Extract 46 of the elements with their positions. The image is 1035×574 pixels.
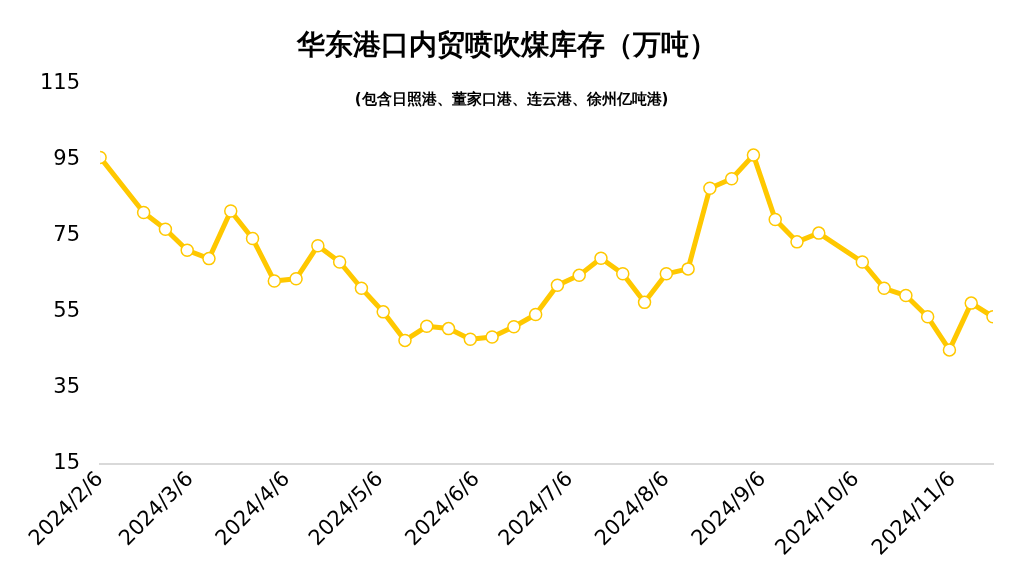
point	[158, 222, 173, 237]
point	[354, 281, 369, 296]
point	[572, 268, 586, 283]
point	[507, 319, 521, 334]
point	[703, 181, 717, 195]
y-tick-label: 95	[53, 146, 81, 171]
point	[420, 319, 434, 334]
point	[224, 204, 238, 218]
point	[877, 281, 891, 296]
point	[942, 343, 957, 357]
point	[746, 148, 761, 162]
chart-title: 华东港口内贸喷吹煤库存（万吨）	[295, 28, 717, 62]
point	[180, 243, 194, 257]
point	[855, 255, 870, 269]
y-tick-label: 15	[53, 450, 81, 475]
point	[441, 321, 456, 336]
point	[681, 262, 695, 276]
point	[463, 332, 478, 347]
y-tick-label: 75	[53, 222, 81, 247]
point	[202, 251, 216, 266]
point	[398, 333, 412, 348]
point	[485, 330, 499, 344]
point	[289, 272, 303, 286]
point	[659, 267, 674, 281]
point	[594, 251, 608, 265]
point	[376, 305, 390, 319]
point	[528, 307, 543, 322]
text: (包含日照港、董家口港、连云港、徐州亿吨港)	[354, 89, 669, 108]
point	[790, 235, 804, 249]
point	[812, 226, 826, 240]
point	[768, 212, 782, 227]
y-tick-label: 35	[53, 374, 81, 399]
point	[332, 255, 347, 269]
point	[245, 231, 260, 246]
y-tick-label: 115	[39, 70, 81, 95]
point	[964, 296, 978, 310]
point	[637, 295, 652, 310]
point	[920, 310, 935, 324]
y-tick-label: 55	[53, 298, 81, 323]
point	[136, 205, 151, 220]
point	[616, 267, 630, 281]
point	[267, 274, 282, 288]
point	[550, 278, 565, 292]
point	[311, 238, 325, 253]
point	[724, 171, 739, 186]
point	[899, 288, 913, 303]
